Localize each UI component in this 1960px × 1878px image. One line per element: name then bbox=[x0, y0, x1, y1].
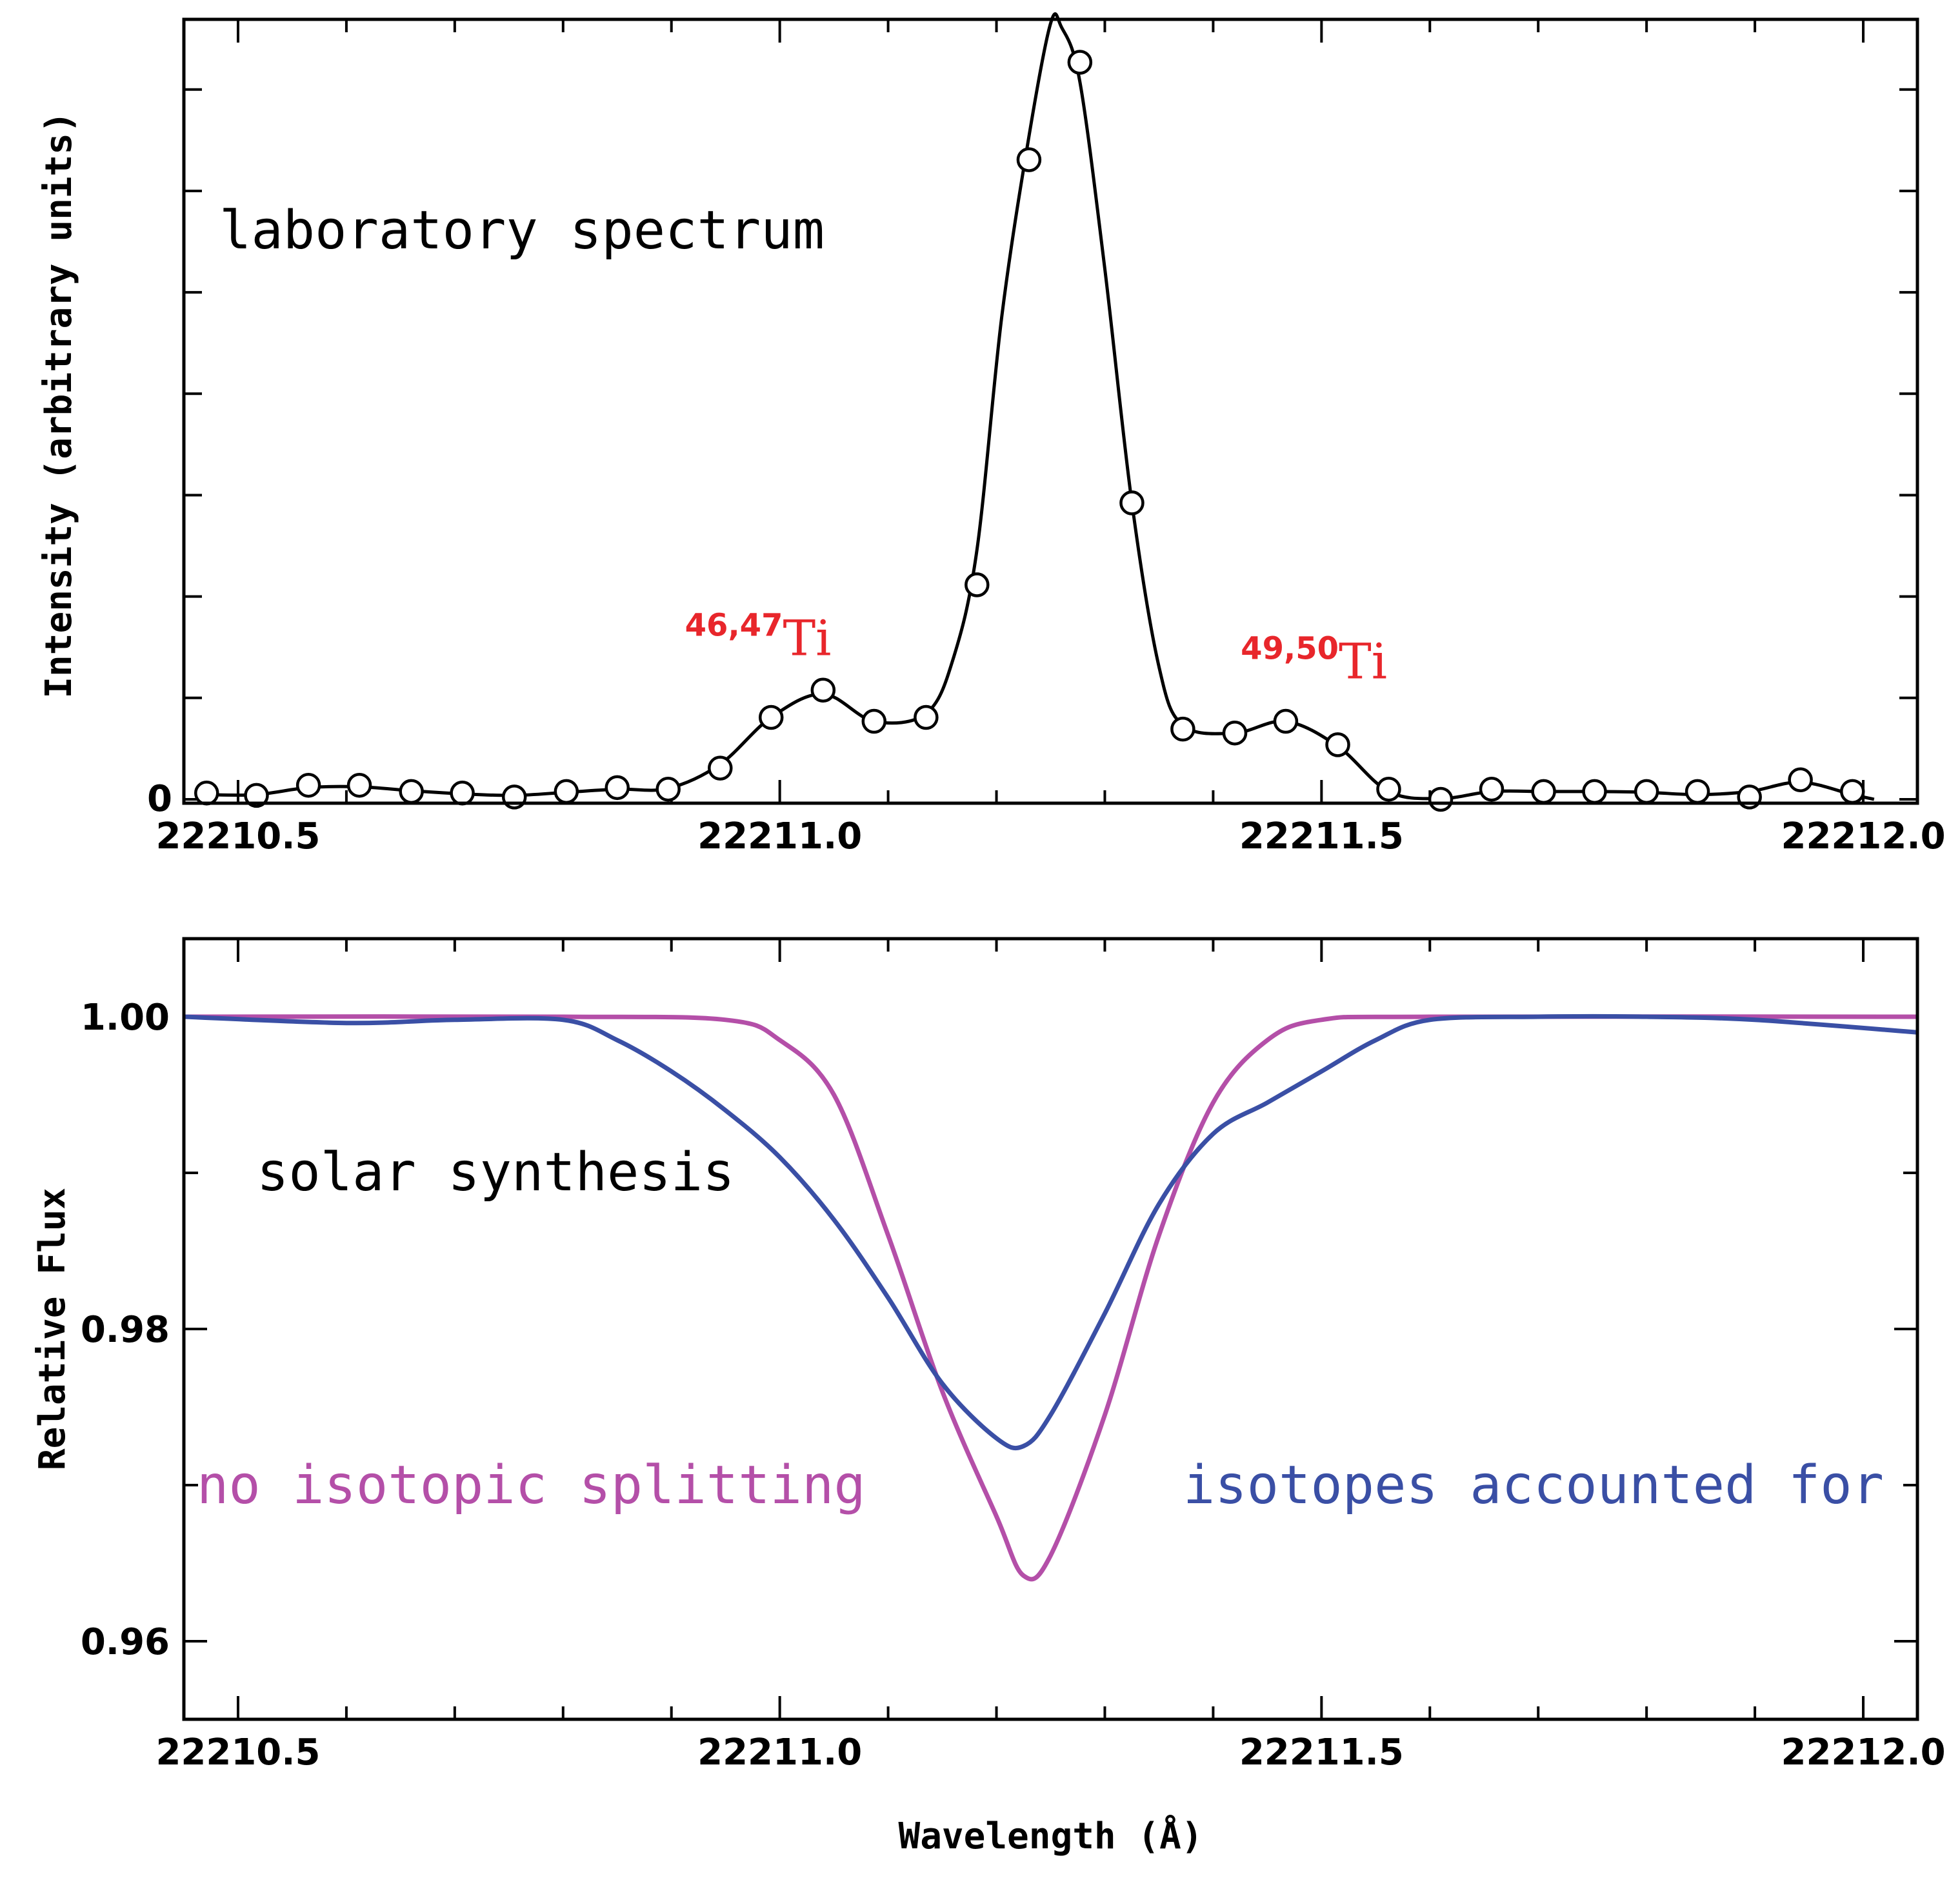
laboratory-data-point bbox=[1685, 779, 1710, 804]
isotope-element: Ti bbox=[783, 609, 831, 666]
laboratory-data-point bbox=[346, 772, 372, 798]
panel-label-laboratory-spectrum: laboratory spectrum bbox=[219, 200, 825, 261]
laboratory-fit-line bbox=[206, 12, 1875, 801]
laboratory-data-point bbox=[1788, 767, 1813, 792]
bottom-y-tick-labels: 1.00 0.98 0.96 bbox=[81, 997, 170, 1663]
laboratory-data-point bbox=[1325, 732, 1350, 757]
isotope-mass-number: 46,47 bbox=[685, 607, 783, 643]
laboratory-data-point bbox=[810, 677, 836, 703]
laboratory-data-point bbox=[1119, 490, 1145, 515]
bottom-panel-ticks bbox=[184, 939, 1917, 1719]
laboratory-data-point bbox=[1839, 779, 1865, 804]
isotope-element: Ti bbox=[1339, 633, 1387, 690]
legend-no-isotopic-splitting: no isotopic splitting bbox=[197, 1455, 866, 1516]
bottom-panel-frame bbox=[182, 937, 1919, 1721]
top-x-tick-label: 22212.0 bbox=[1781, 815, 1946, 857]
x-axis-title-wavelength: Wavelength (Å) bbox=[898, 1815, 1203, 1857]
top-panel-frame bbox=[182, 17, 1919, 805]
laboratory-data-point bbox=[914, 704, 939, 730]
laboratory-data-point bbox=[1273, 708, 1299, 734]
solar-synthesis-panel: solar synthesis no isotopic splitting is… bbox=[32, 937, 1946, 1857]
laboratory-data-point bbox=[1479, 776, 1505, 802]
isotope-label: 46,47Ti bbox=[685, 607, 832, 666]
y-axis-title-intensity: Intensity (arbitrary units) bbox=[38, 111, 80, 698]
bottom-y-tick-label: 0.96 bbox=[81, 1621, 170, 1663]
laboratory-data-point bbox=[1067, 50, 1093, 75]
laboratory-data-point bbox=[1428, 786, 1454, 812]
panel-label-solar-synthesis: solar synthesis bbox=[257, 1142, 735, 1203]
top-x-tick-labels: 22210.5 22211.0 22211.5 22212.0 bbox=[155, 815, 1945, 857]
laboratory-data-point bbox=[244, 783, 269, 808]
laboratory-data-point bbox=[1582, 779, 1607, 804]
laboratory-data-point bbox=[1222, 720, 1248, 746]
laboratory-data-point bbox=[1170, 716, 1195, 742]
legend-isotopes-accounted-for: isotopes accounted for bbox=[1183, 1455, 1884, 1516]
laboratory-data-point bbox=[1376, 776, 1401, 802]
laboratory-spectrum-panel: laboratory spectrum Intensity (arbitrary… bbox=[38, 12, 1946, 857]
laboratory-data-point bbox=[758, 704, 784, 730]
no-isotopic-splitting-line bbox=[183, 1014, 1918, 1582]
y-axis-title-relative-flux: Relative Flux bbox=[32, 1188, 74, 1470]
laboratory-data-point bbox=[605, 775, 630, 801]
laboratory-data-point bbox=[861, 708, 887, 734]
top-x-tick-label: 22210.5 bbox=[155, 815, 320, 857]
laboratory-data-point bbox=[655, 776, 681, 802]
bottom-x-tick-label: 22211.0 bbox=[697, 1732, 862, 1773]
bottom-x-tick-labels: 22210.5 22211.0 22211.5 22212.0 bbox=[155, 1732, 1945, 1773]
laboratory-data-point bbox=[399, 779, 424, 804]
top-panel-lines bbox=[206, 12, 1875, 801]
bottom-x-tick-label: 22210.5 bbox=[155, 1732, 320, 1773]
laboratory-data-point bbox=[194, 781, 219, 806]
top-y-tick-label: 0 bbox=[147, 778, 172, 820]
top-panel-ticks bbox=[184, 19, 1917, 803]
bottom-y-tick-label: 0.98 bbox=[81, 1309, 170, 1351]
laboratory-data-point bbox=[965, 572, 990, 597]
top-x-tick-label: 22211.0 bbox=[697, 815, 862, 857]
top-panel-points bbox=[194, 50, 1865, 812]
laboratory-data-point bbox=[554, 779, 579, 804]
bottom-x-tick-label: 22212.0 bbox=[1781, 1732, 1946, 1773]
laboratory-data-point bbox=[1016, 147, 1042, 172]
laboratory-data-point bbox=[1634, 779, 1659, 804]
isotope-mass-number: 49,50 bbox=[1241, 631, 1339, 667]
laboratory-data-point bbox=[708, 755, 733, 781]
isotopes-accounted-for-line bbox=[183, 1014, 1918, 1451]
isotope-label: 49,50Ti bbox=[1241, 631, 1387, 690]
laboratory-data-point bbox=[1531, 779, 1556, 804]
bottom-panel-lines bbox=[183, 1014, 1918, 1582]
laboratory-data-point bbox=[450, 781, 475, 806]
top-y-tick-labels: 0 bbox=[147, 778, 172, 820]
bottom-x-tick-label: 22211.5 bbox=[1239, 1732, 1404, 1773]
bottom-y-tick-label: 1.00 bbox=[81, 997, 170, 1039]
top-x-tick-label: 22211.5 bbox=[1239, 815, 1404, 857]
laboratory-data-point bbox=[295, 772, 321, 798]
